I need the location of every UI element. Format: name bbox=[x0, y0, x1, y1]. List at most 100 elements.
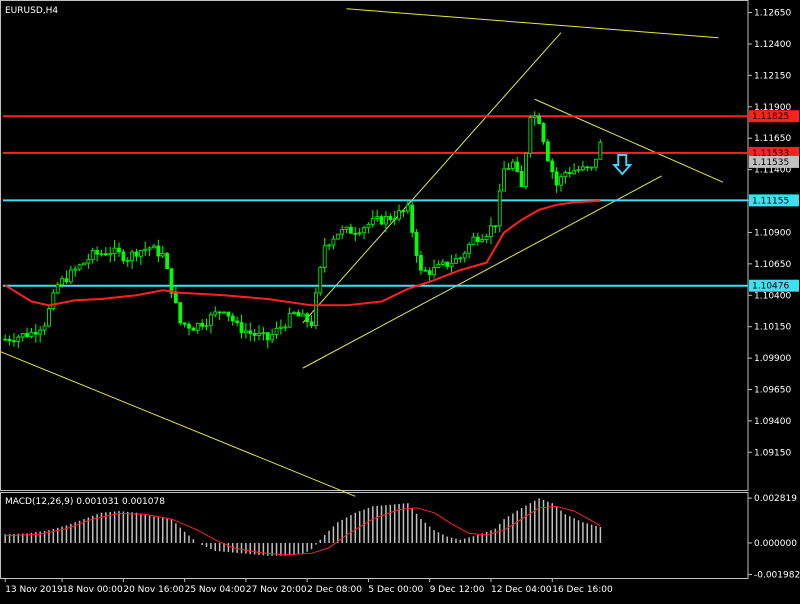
candle-body bbox=[471, 236, 476, 245]
candle-body bbox=[353, 232, 358, 235]
candle-body bbox=[589, 166, 594, 169]
candle-body bbox=[38, 329, 43, 335]
macd-pane-frame bbox=[0, 492, 749, 579]
candle-body bbox=[108, 253, 113, 256]
candle-body bbox=[99, 253, 104, 256]
candle-body bbox=[349, 226, 353, 234]
candle-body bbox=[125, 260, 130, 262]
candle-body bbox=[559, 176, 563, 186]
candle-body bbox=[265, 332, 270, 341]
candle-body bbox=[580, 166, 585, 171]
candle-body bbox=[502, 168, 507, 192]
candle-body bbox=[200, 322, 205, 327]
candle-body bbox=[467, 243, 471, 254]
candle-body bbox=[300, 313, 305, 317]
candle-body bbox=[379, 216, 384, 225]
price-tag-label: 1.11155 bbox=[752, 196, 789, 206]
current-price-label: 1.11535 bbox=[752, 158, 789, 168]
candle-body bbox=[16, 336, 21, 342]
candle-body bbox=[235, 320, 240, 323]
candle-body bbox=[370, 218, 375, 225]
candle-body bbox=[327, 244, 331, 247]
price-tick-label: 1.10400 bbox=[754, 291, 791, 301]
macd-tick-label: -0.001982 bbox=[754, 571, 800, 581]
candle-body bbox=[134, 251, 139, 257]
candle-body bbox=[366, 223, 371, 229]
time-tick-label: 16 Dec 16:00 bbox=[552, 585, 613, 595]
candle-body bbox=[541, 123, 546, 143]
candle-body bbox=[462, 252, 467, 259]
candle-body bbox=[64, 278, 69, 283]
price-tick-label: 1.09150 bbox=[754, 448, 791, 458]
time-tick-label: 12 Dec 04:00 bbox=[491, 585, 552, 595]
candle-body bbox=[274, 327, 279, 335]
trend-line[interactable] bbox=[534, 98, 724, 183]
price-tick-label: 1.12650 bbox=[754, 9, 791, 19]
candle-body bbox=[279, 326, 283, 329]
candle-body bbox=[537, 115, 542, 124]
candle-body bbox=[563, 172, 568, 178]
candle-body bbox=[454, 258, 458, 264]
time-tick-label: 27 Nov 20:00 bbox=[246, 585, 307, 595]
macd-tick-label: 0.000000 bbox=[754, 539, 797, 549]
current-price-tag bbox=[749, 155, 799, 168]
price-tick-label: 1.11400 bbox=[754, 166, 791, 176]
price-tick-label: 1.12150 bbox=[754, 71, 791, 81]
trend-line[interactable] bbox=[0, 351, 356, 497]
candle-body bbox=[12, 340, 16, 343]
candle-body bbox=[33, 331, 38, 335]
trend-line[interactable] bbox=[302, 32, 562, 324]
time-tick-label: 13 Nov 2019 bbox=[5, 585, 63, 595]
down-arrow-icon[interactable] bbox=[612, 154, 633, 176]
candle-body bbox=[195, 322, 200, 331]
time-tick-label: 5 Dec 00:00 bbox=[368, 585, 423, 595]
candle-body bbox=[117, 247, 121, 253]
time-tick-label: 2 Dec 08:00 bbox=[307, 585, 362, 595]
candle-body bbox=[103, 253, 108, 256]
time-tick-label: 25 Nov 04:00 bbox=[185, 585, 246, 595]
price-tag-label: 1.11825 bbox=[752, 112, 789, 122]
candle-body bbox=[204, 324, 209, 327]
candle-body bbox=[475, 236, 480, 243]
candle-body bbox=[191, 327, 196, 331]
candle-body bbox=[82, 262, 86, 266]
price-tick-label: 1.10900 bbox=[754, 228, 791, 238]
candle-body bbox=[449, 262, 454, 267]
candle-body bbox=[305, 313, 310, 323]
candle-body bbox=[480, 239, 485, 243]
candle-body bbox=[322, 245, 327, 269]
candle-body bbox=[405, 204, 410, 212]
candle-body bbox=[335, 233, 340, 240]
macd-signal-line[interactable] bbox=[5, 505, 601, 556]
candle-body bbox=[440, 261, 445, 265]
candle-body bbox=[77, 264, 82, 270]
price-tag bbox=[749, 279, 799, 292]
candle-body bbox=[25, 333, 29, 338]
candle-body bbox=[489, 225, 493, 237]
candle-body bbox=[51, 292, 56, 310]
candle-body bbox=[410, 204, 415, 233]
candle-body bbox=[598, 141, 603, 160]
candle-body bbox=[384, 215, 388, 225]
candle-body bbox=[165, 253, 170, 270]
candle-body bbox=[217, 311, 222, 314]
moving-average-line[interactable] bbox=[4, 200, 601, 307]
trend-line[interactable] bbox=[346, 8, 719, 39]
candle-body bbox=[261, 332, 266, 335]
candle-body bbox=[130, 251, 135, 261]
trend-line[interactable] bbox=[302, 175, 662, 369]
candle-body bbox=[213, 311, 218, 316]
price-tag-label: 1.10476 bbox=[752, 282, 789, 292]
macd-label: MACD(12,26,9) 0.001031 0.001078 bbox=[5, 497, 165, 507]
symbol-label: EURUSD,H4 bbox=[5, 6, 58, 16]
candle-body bbox=[73, 268, 78, 271]
candle-body bbox=[532, 115, 537, 118]
candle-body bbox=[187, 323, 191, 329]
candle-body bbox=[29, 331, 34, 338]
price-tick-label: 1.09400 bbox=[754, 417, 791, 427]
candle-body bbox=[519, 170, 524, 188]
price-tick-label: 1.11900 bbox=[754, 103, 791, 113]
price-tick-label: 1.09900 bbox=[754, 354, 791, 364]
